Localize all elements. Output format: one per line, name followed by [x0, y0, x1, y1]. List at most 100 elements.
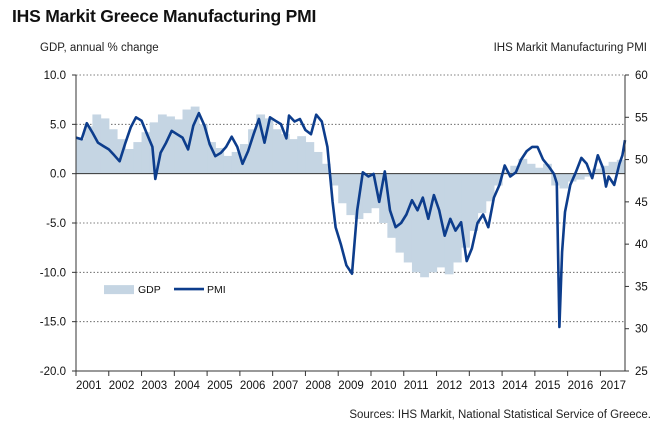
gdp-bar: [387, 173, 397, 238]
right-tick-label: 60: [635, 70, 648, 82]
left-tick-label: 0.0: [50, 169, 66, 181]
chart-title: IHS Markit Greece Manufacturing PMI: [12, 6, 317, 26]
right-tick-label: 55: [635, 112, 648, 124]
gdp-bar: [346, 173, 356, 216]
left-tick-label: 10.0: [44, 70, 66, 82]
gdp-bar: [428, 173, 438, 273]
gdp-bar: [608, 161, 618, 174]
gdp-bar: [379, 173, 388, 223]
gdp-bar: [280, 134, 290, 174]
gdp-bar: [395, 173, 405, 253]
x-tick-label: 2013: [469, 380, 495, 392]
gdp-bar: [92, 114, 102, 174]
x-tick-label: 2004: [174, 380, 200, 392]
gdp-bar: [493, 173, 503, 186]
source-note: Sources: IHS Markit, National Statistica…: [349, 409, 651, 421]
x-tick-label: 2015: [535, 380, 561, 392]
gdp-bar: [305, 142, 315, 174]
gdp-bar: [469, 173, 479, 231]
gdp-bar: [182, 109, 192, 174]
left-tick-label: -10.0: [40, 267, 66, 279]
right-tick-label: 30: [635, 324, 648, 336]
gdp-bar: [108, 129, 118, 174]
gdp-bar: [592, 168, 602, 174]
gdp-bar: [272, 129, 282, 174]
x-tick-label: 2016: [568, 380, 594, 392]
x-tick-label: 2012: [437, 380, 463, 392]
gdp-bar: [534, 167, 544, 174]
gdp-bar: [125, 149, 134, 174]
x-tick-label: 2001: [76, 380, 102, 392]
gdp-bar: [198, 124, 208, 174]
gdp-bar: [256, 114, 266, 174]
gdp-bar: [403, 173, 413, 263]
gdp-bar: [133, 142, 143, 174]
x-tick-label: 2007: [273, 380, 299, 392]
gdp-bar: [264, 118, 274, 174]
pmi-series: [75, 111, 627, 329]
gdp-bar: [584, 173, 593, 177]
gdp-bar: [248, 129, 257, 174]
legend-gdp-label: GDP: [138, 284, 161, 296]
left-tick-label: -15.0: [40, 317, 66, 329]
x-tick-label: 2008: [305, 380, 331, 392]
gdp-bar: [510, 165, 520, 174]
gdp-bar: [567, 173, 577, 182]
gdp-bar: [370, 173, 380, 209]
gdp-bar: [174, 119, 184, 174]
gdp-bar: [297, 136, 307, 174]
gdp-bar: [420, 173, 429, 278]
gdp-bar: [485, 173, 495, 202]
gdp-bar: [502, 171, 511, 174]
gdp-bar: [207, 142, 216, 174]
x-tick-label: 2002: [109, 380, 135, 392]
gdp-bar: [84, 126, 93, 174]
gdp-bar: [600, 165, 610, 174]
x-tick-label: 2003: [142, 380, 168, 392]
legend-gdp-swatch: [104, 285, 134, 295]
gdp-bar: [518, 158, 528, 174]
legend-pmi-label: PMI: [207, 284, 226, 296]
x-tick-label: 2006: [240, 380, 266, 392]
gdp-bar: [452, 173, 462, 263]
gdp-bar: [289, 139, 298, 174]
gdp-bar: [313, 151, 323, 174]
gdp-bar: [231, 151, 241, 174]
x-tick-label: 2010: [371, 380, 397, 392]
gdp-bar: [362, 173, 372, 214]
right-axis-label: IHS Markit Manufacturing PMI: [493, 42, 647, 54]
left-tick-label: -20.0: [40, 366, 66, 378]
gdp-bar: [330, 173, 339, 186]
x-tick-label: 2017: [600, 380, 626, 392]
gdp-bar: [157, 114, 167, 174]
gdp-bar: [149, 122, 159, 174]
left-tick-label: 5.0: [50, 119, 66, 131]
right-tick-label: 25: [635, 366, 648, 378]
right-tick-label: 35: [635, 281, 648, 293]
gdp-bar: [543, 163, 552, 174]
gdp-bar: [559, 173, 569, 189]
gdp-bar: [411, 173, 421, 273]
gdp-bar: [166, 116, 175, 174]
gdp-bar: [215, 148, 225, 174]
gdp-bar: [616, 159, 626, 174]
gdp-bar: [141, 132, 151, 174]
gdp-bar: [575, 173, 585, 180]
gdp-bar: [190, 106, 200, 174]
x-tick-label: 2009: [338, 380, 364, 392]
pmi-line: [75, 111, 627, 329]
right-tick-label: 40: [635, 239, 648, 251]
gdp-series: [76, 106, 626, 278]
x-tick-label: 2011: [404, 380, 429, 392]
gdp-bar: [461, 173, 470, 248]
axes: 10.0 5.0 0.0 -5.0 -10.0 -15.0 -20.0 60 55 50 45 40 3…: [40, 70, 648, 392]
gdp-bar: [526, 163, 536, 174]
left-tick-label: -5.0: [46, 218, 66, 230]
gdp-bar: [223, 155, 233, 174]
right-tick-label: 50: [635, 155, 648, 167]
x-tick-label: 2014: [502, 380, 528, 392]
left-axis-label: GDP, annual % change: [40, 42, 159, 54]
legend: GDP PMI: [104, 284, 226, 296]
x-tick-label: 2005: [207, 380, 233, 392]
